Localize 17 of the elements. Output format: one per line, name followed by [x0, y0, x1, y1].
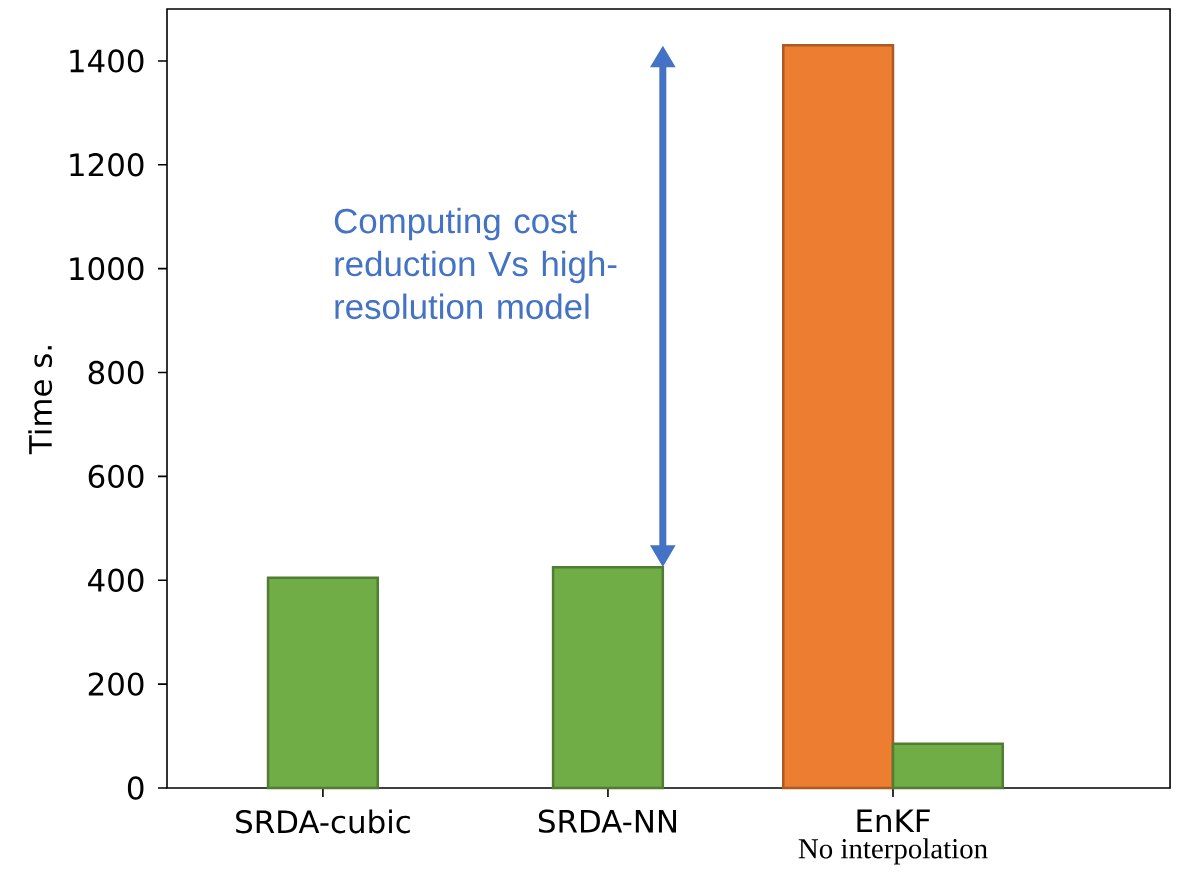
- y-tick-label: 200: [88, 672, 144, 696]
- y-tick-label: 0: [127, 776, 144, 800]
- x-tick-label: SRDA-NN: [538, 809, 677, 833]
- y-tick-label: 400: [88, 568, 144, 592]
- bar: [782, 44, 895, 790]
- x-tick-label: EnKF: [857, 809, 930, 833]
- bar: [891, 742, 1004, 790]
- text: No interpolation: [798, 838, 988, 865]
- y-tick-label: 1000: [70, 256, 144, 281]
- annotation: Computing cost reduction Vs high-resolution model: [334, 207, 617, 320]
- y-tick-label: 800: [88, 360, 144, 385]
- bar: [266, 576, 380, 790]
- y-tick-label: 1200: [70, 153, 144, 177]
- x-tick-label: SRDA-cubic: [236, 809, 410, 834]
- y-tick-label: 600: [88, 464, 144, 489]
- y-tick-label: 1400: [70, 49, 144, 73]
- y-axis-title: Time s.: [28, 346, 53, 455]
